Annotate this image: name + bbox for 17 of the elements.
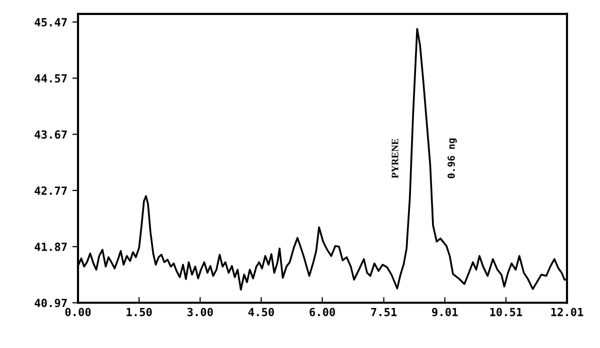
x-tick-label: 10.51 [490, 308, 522, 316]
y-tick-label: 41.87 [34, 242, 67, 251]
x-tick-label: 9.01 [432, 308, 458, 316]
x-tick-label: 3.00 [187, 308, 213, 316]
annotation: PYRENE [392, 138, 398, 178]
x-tick-label: 4.50 [248, 308, 274, 316]
x-tick-label: 7.51 [371, 308, 397, 316]
y-tick-label: 40.97 [34, 298, 67, 308]
x-tick-label: 12.01 [551, 308, 584, 316]
y-tick-label: 42.77 [34, 186, 67, 195]
x-tick-label: 0.00 [65, 308, 91, 316]
y-tick-label: 43.67 [34, 130, 67, 139]
y-tick-label: 45.47 [34, 18, 67, 26]
x-tick-label: 1.50 [126, 308, 152, 316]
x-tick-label: 6.00 [310, 308, 336, 316]
y-tick-label: 44.57 [34, 74, 67, 83]
annotation: 0.96 ng [448, 138, 457, 178]
